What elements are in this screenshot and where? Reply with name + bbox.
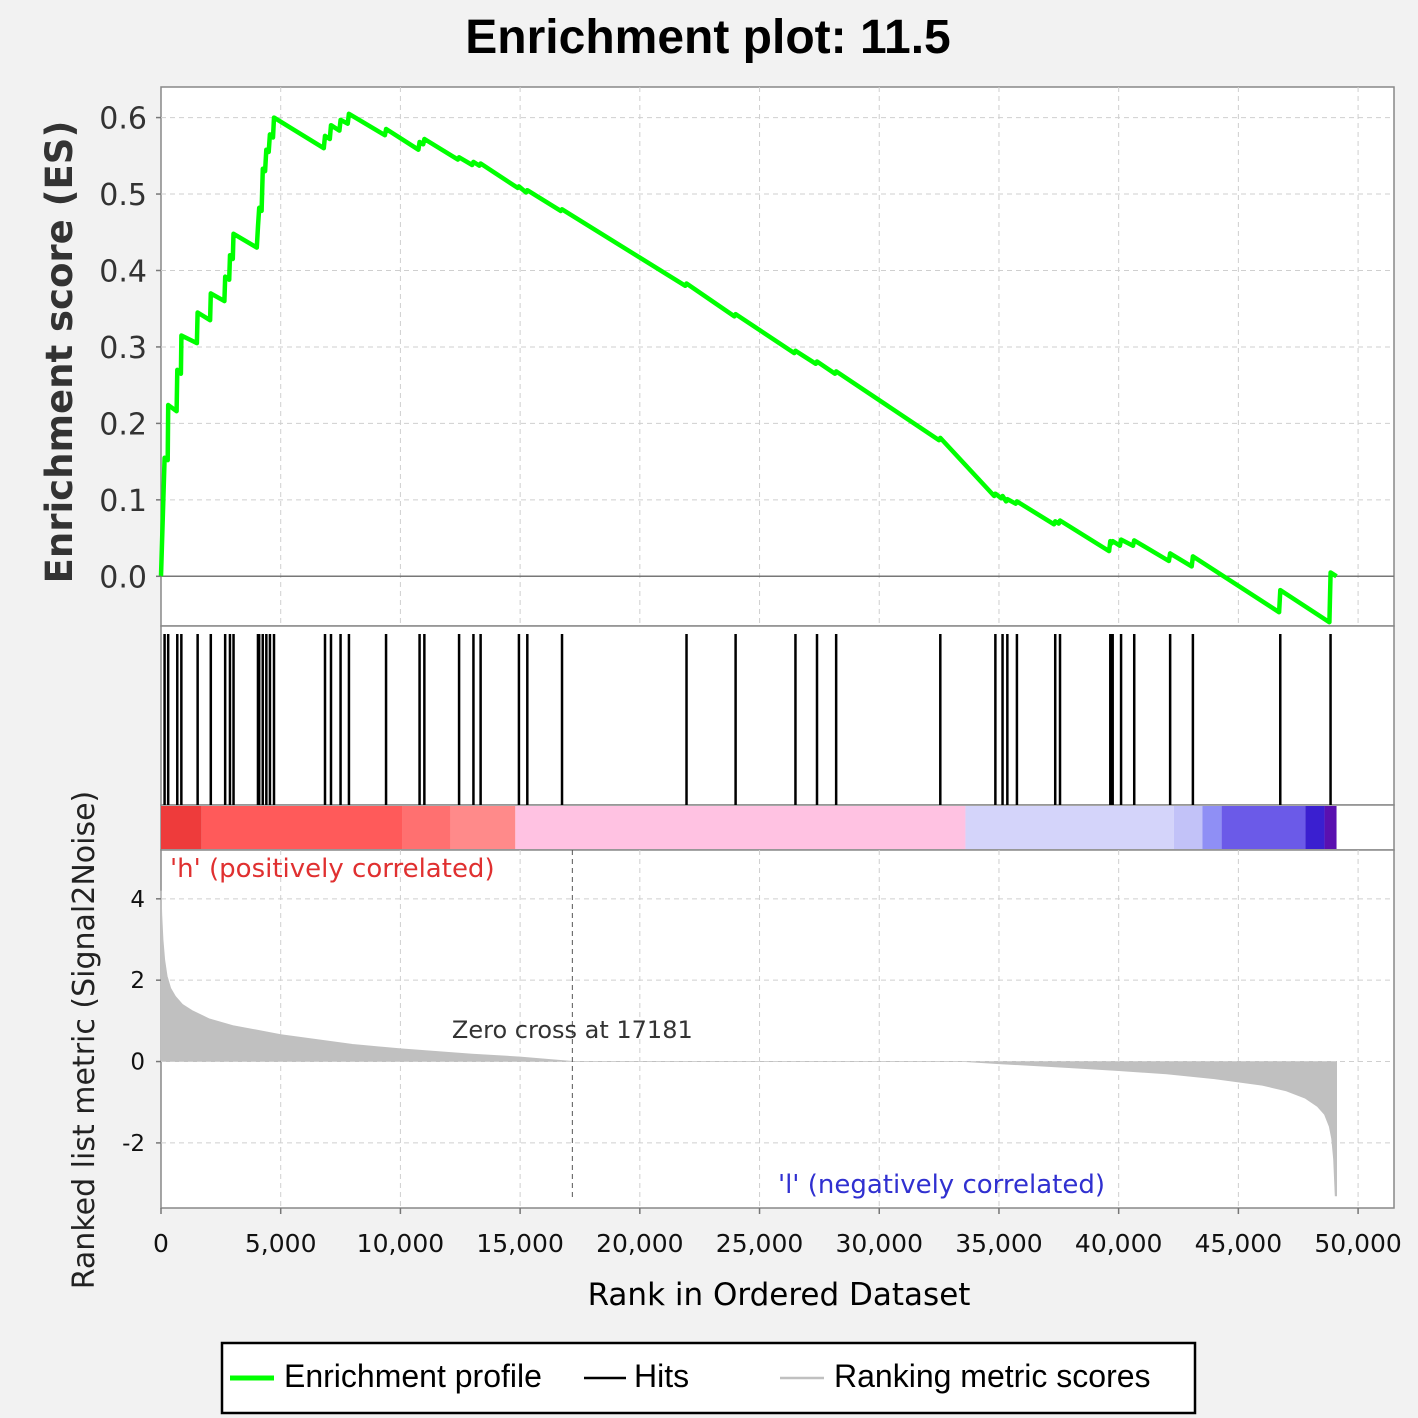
enrichment-profile-series [158, 111, 1338, 625]
legend-label-ranking-metric: Ranking metric scores [834, 1358, 1151, 1394]
zero-cross-label: Zero cross at 17181 [452, 1016, 693, 1044]
bottom-y-tick-label: 4 [130, 887, 145, 913]
hits-series [163, 634, 1332, 805]
color-bar-segment [201, 806, 403, 849]
color-bar-segment [1202, 806, 1222, 849]
positive-correlation-label: 'h' (positively correlated) [170, 854, 495, 884]
bottom-panel-frame [160, 849, 1395, 1209]
x-tick-label: 15,000 [476, 1229, 563, 1258]
color-bar-segment [1173, 806, 1203, 849]
x-tick-label: 30,000 [836, 1229, 923, 1258]
x-axis-label: Rank in Ordered Dataset [588, 1277, 971, 1313]
x-tick-label: 35,000 [955, 1229, 1042, 1258]
hits-panel-frame [160, 625, 1395, 806]
bottom-y-axis-label: Ranked list metric (Signal2Noise) [67, 791, 102, 1290]
color-bar-segment [965, 806, 1174, 849]
color-bar-segment [1305, 806, 1325, 849]
top-y-tick-label: 0.2 [99, 407, 147, 442]
color-bar-segment [402, 806, 451, 849]
bottom-y-tick-label: 0 [130, 1050, 145, 1076]
color-bar-segment [450, 806, 516, 849]
top-y-tick-label: 0.0 [99, 560, 147, 595]
ranked-color-bar [161, 806, 1337, 849]
enrichment-profile-line [158, 111, 1338, 625]
bottom-y-tick-label: -2 [122, 1131, 145, 1157]
top-y-ticks: 0.0 0.1 0.2 0.3 0.4 0.5 0.6 [99, 102, 161, 595]
x-tick-label: 40,000 [1075, 1229, 1162, 1258]
color-bar-segment [1324, 806, 1337, 849]
color-bar-segment [515, 806, 966, 849]
top-y-tick-label: 0.5 [99, 178, 147, 213]
top-y-tick-label: 0.4 [99, 254, 147, 289]
x-ticks: 0 5,000 10,000 15,000 20,000 25,000 30,000 35,0… [153, 1208, 1402, 1258]
bottom-grid [161, 850, 1394, 1208]
top-y-tick-label: 0.1 [99, 484, 147, 519]
color-bar-segment [1221, 806, 1306, 849]
legend-label-enrichment-profile: Enrichment profile [284, 1358, 542, 1394]
color-bar-segment [161, 806, 202, 849]
top-panel-frame [160, 86, 1395, 627]
x-tick-label: 0 [153, 1229, 169, 1258]
x-tick-label: 45,000 [1195, 1229, 1282, 1258]
chart-title: Enrichment plot: 11.5 [465, 11, 950, 64]
x-tick-label: 5,000 [245, 1229, 317, 1258]
legend-box [220, 1341, 1197, 1415]
x-tick-label: 20,000 [596, 1229, 683, 1258]
legend: Enrichment profile Hits Ranking metric s… [220, 1341, 1197, 1415]
legend-label-hits: Hits [634, 1358, 689, 1394]
x-tick-label: 50,000 [1314, 1229, 1401, 1258]
bottom-y-tick-label: 2 [130, 968, 145, 994]
x-tick-label: 25,000 [716, 1229, 803, 1258]
top-y-axis-label: Enrichment score (ES) [38, 121, 81, 584]
bottom-y-ticks: -2 0 2 4 [122, 887, 161, 1157]
negative-correlation-label: 'l' (negatively correlated) [778, 1170, 1105, 1200]
top-y-tick-label: 0.3 [99, 331, 147, 366]
x-tick-label: 10,000 [357, 1229, 444, 1258]
top-y-tick-label: 0.6 [99, 102, 147, 137]
top-grid [161, 87, 1394, 626]
